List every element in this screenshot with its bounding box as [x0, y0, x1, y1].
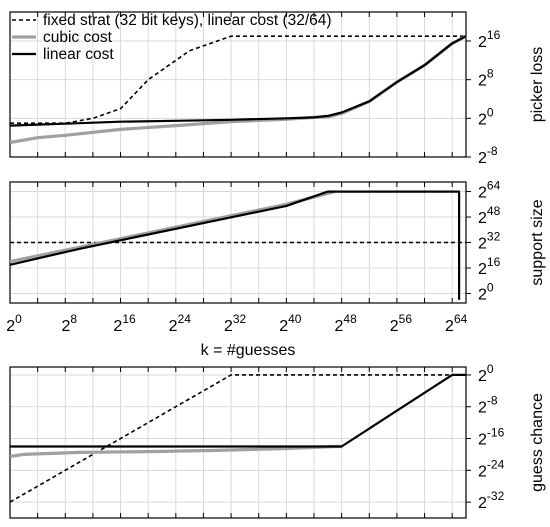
legend-label-fixed: fixed strat (32 bit keys), linear cost (… — [43, 12, 332, 29]
y-axis-title: guess chance — [529, 393, 546, 492]
series-fixed-line — [10, 35, 466, 124]
x-tick-label: 28 — [61, 312, 77, 335]
plot-frame — [9, 11, 467, 158]
panel-2: k = #guesses support size — [9, 181, 546, 359]
panel-3: guess chance — [9, 366, 546, 519]
y-tick-label: 20 — [478, 105, 494, 128]
x-axis-title: k = #guesses — [201, 342, 296, 359]
legend-label-cubic: cubic cost — [43, 29, 113, 46]
panel-1: picker loss — [9, 11, 546, 158]
x-tick-label: 216 — [113, 312, 136, 335]
y-tick-label: 2-8 — [478, 144, 498, 167]
x-tick-label: 256 — [390, 312, 413, 335]
series-linear-line — [10, 373, 466, 448]
y-axis-title: support size — [529, 199, 546, 285]
x-tick-label: 232 — [224, 312, 247, 335]
y-tick-label: 20 — [478, 362, 494, 385]
series-linear-line — [9, 35, 467, 127]
x-tick-label: 264 — [445, 312, 468, 335]
y-tick-label: 20 — [478, 280, 494, 303]
plot-frame — [9, 366, 467, 519]
y-tick-label: 2-24 — [478, 457, 505, 480]
x-tick-label: 240 — [279, 312, 302, 335]
y-tick-label: 216 — [478, 28, 501, 51]
y-tick-label: 2-16 — [478, 426, 505, 449]
y-tick-label: 232 — [478, 230, 501, 253]
series-fixed-line — [9, 374, 466, 503]
y-tick-label: 2-32 — [478, 489, 505, 512]
y-tick-label: 28 — [478, 67, 494, 90]
y-axis-title: picker loss — [529, 47, 546, 123]
y-tick-label: 2-8 — [478, 394, 498, 417]
y-tick-label: 264 — [478, 179, 501, 202]
y-tick-label: 216 — [478, 255, 501, 278]
x-tick-label: 248 — [335, 312, 358, 335]
legend: fixed strat (32 bit keys), linear cost (… — [12, 12, 332, 63]
x-tick-label: 20 — [6, 312, 22, 335]
x-tick-label: 224 — [169, 312, 192, 335]
y-tick-label: 248 — [478, 204, 501, 227]
legend-label-linear: linear cost — [43, 46, 114, 63]
series-linear-line — [9, 190, 461, 300]
